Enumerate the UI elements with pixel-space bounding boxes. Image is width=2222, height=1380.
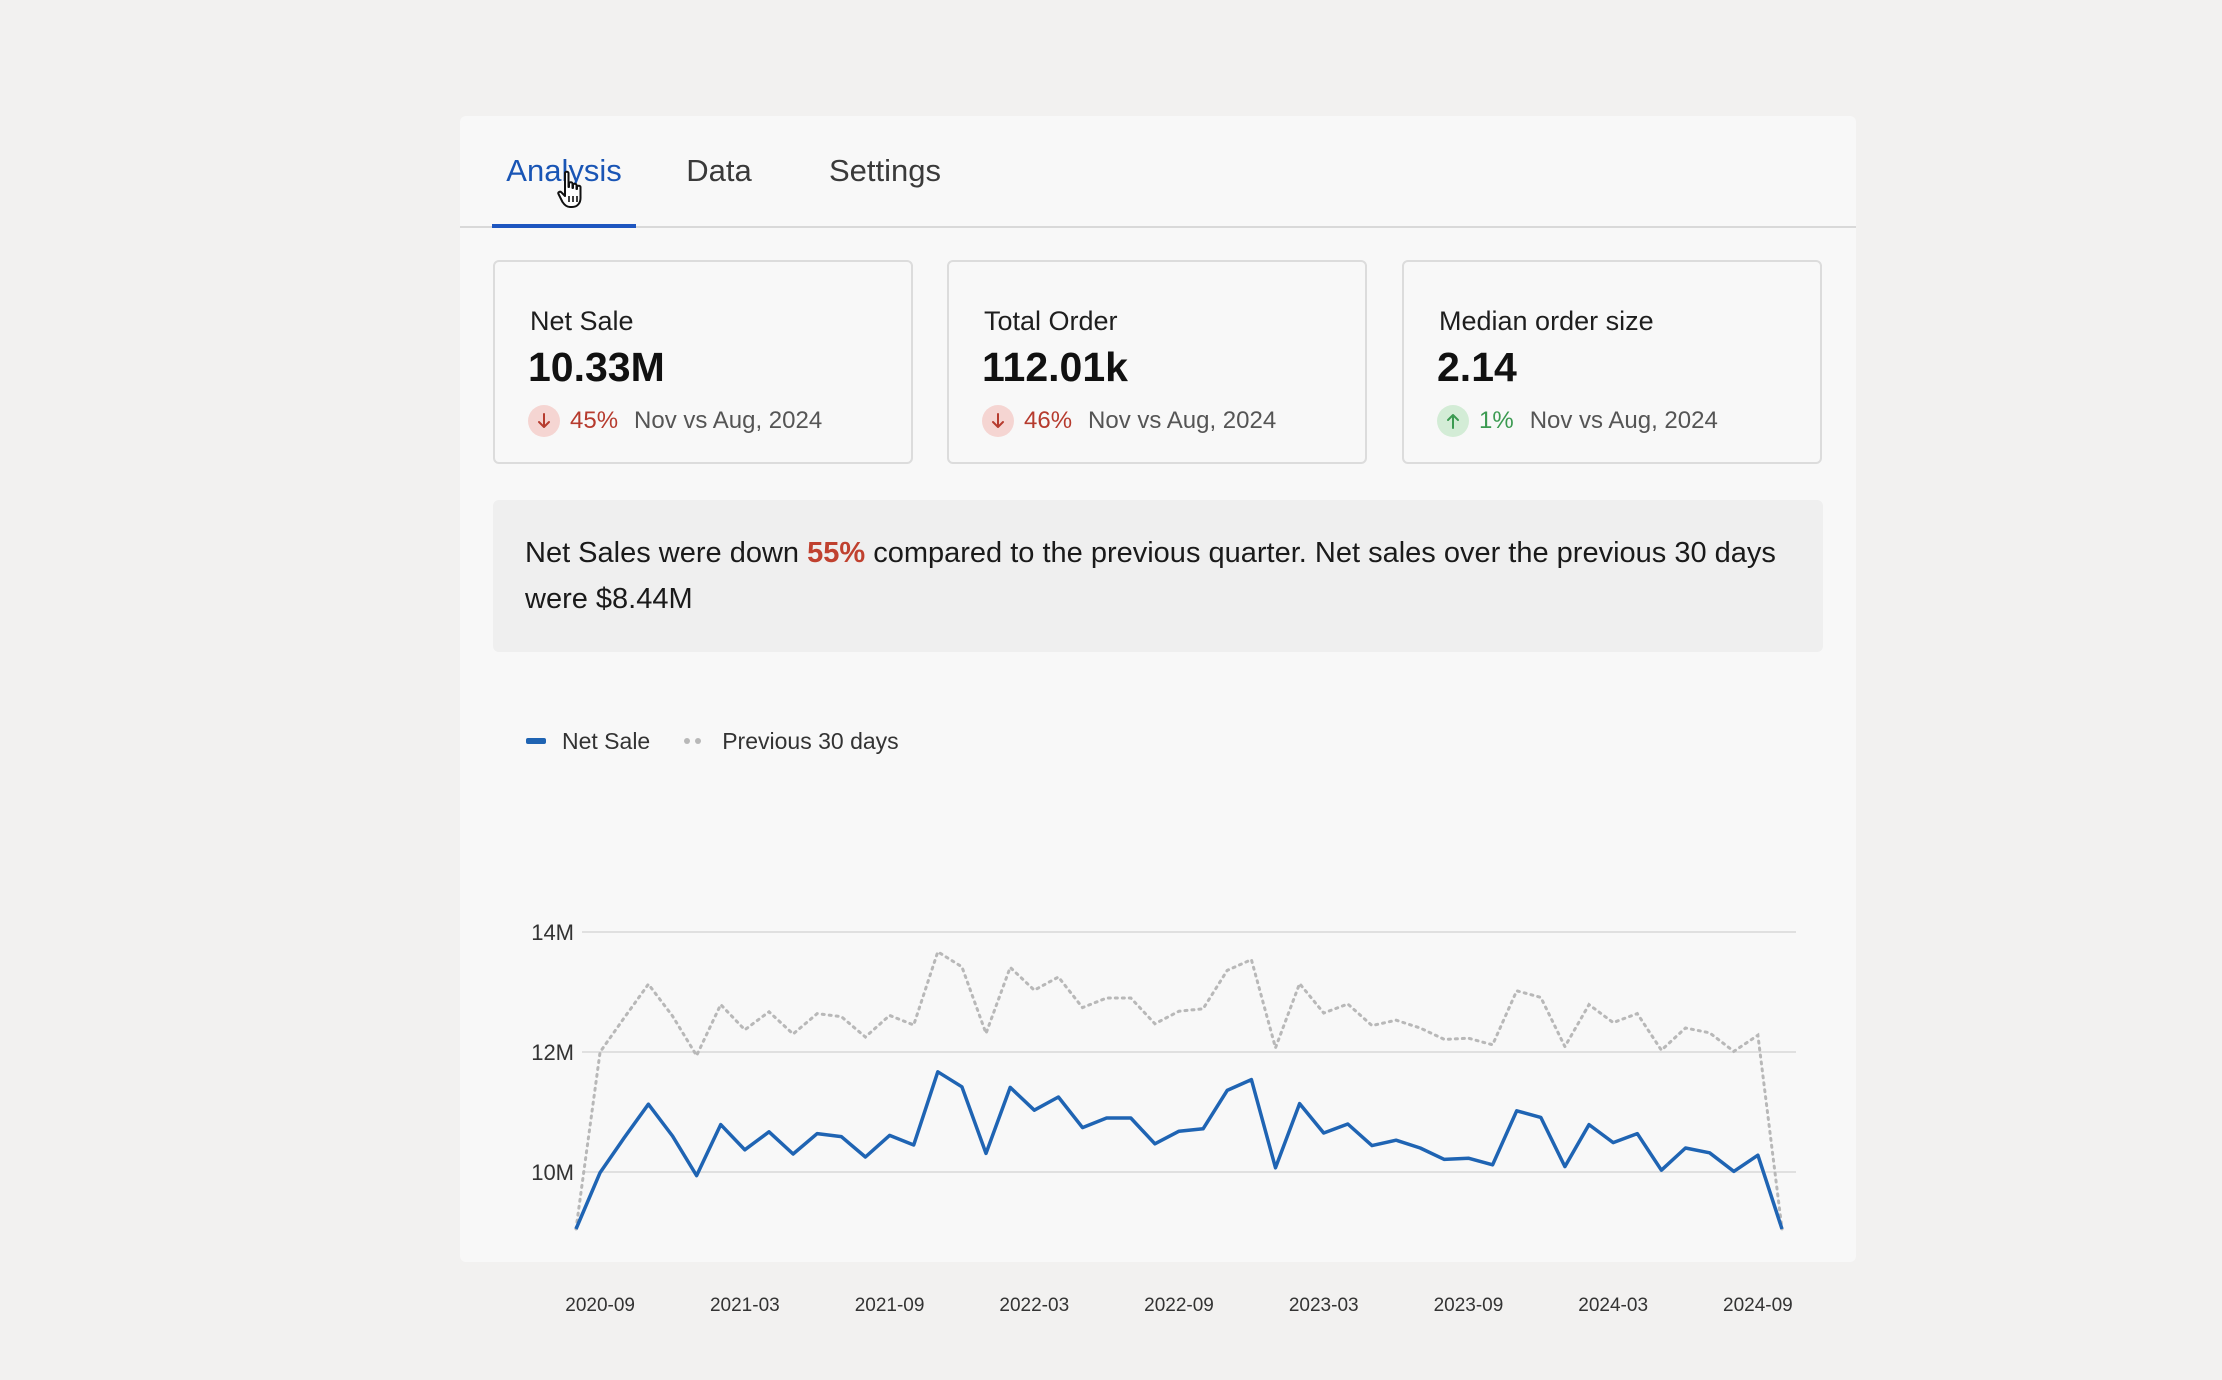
net-sale-line-chart: 14M 12M 10M 2020-09 2021-03 2021-09 2022-03 202… [531, 920, 1796, 1316]
x-tick-label: 2022-09 [1144, 1295, 1214, 1316]
x-tick-label: 2021-03 [710, 1295, 780, 1316]
x-tick-label: 2020-09 [565, 1295, 635, 1316]
kpi-change: 46% Nov vs Aug, 2024 [982, 404, 1276, 438]
kpi-value: 10.33M [528, 344, 665, 390]
insight-text-prefix: Net Sales were down [525, 537, 808, 569]
net-sale-series-line [574, 1070, 1784, 1230]
y-tick-label: 12M [531, 1040, 574, 1065]
kpi-card-net-sale: Net Sale 10.33M 45% Nov vs Aug, 2024 [493, 260, 913, 464]
legend-label: Previous 30 days [722, 727, 899, 754]
arrow-down-icon [528, 405, 560, 437]
chart-legend: Net Sale Previous 30 days [526, 726, 933, 756]
arrow-down-icon [982, 405, 1014, 437]
kpi-value: 2.14 [1437, 344, 1517, 390]
legend-item-net-sale: Net Sale [526, 728, 650, 755]
kpi-change-percent: 46% [1024, 407, 1073, 434]
kpi-change: 1% Nov vs Aug, 2024 [1437, 404, 1718, 438]
legend-item-previous: Previous 30 days [684, 727, 899, 755]
legend-swatch-solid [526, 738, 546, 744]
x-tick-label: 2023-09 [1434, 1295, 1504, 1316]
x-tick-label: 2024-03 [1578, 1295, 1648, 1316]
y-tick-label: 14M [531, 920, 574, 945]
previous-30-days-series-line [574, 949, 1784, 1231]
tab-data[interactable]: Data [674, 116, 764, 226]
kpi-change-percent: 1% [1479, 407, 1514, 434]
kpi-period: Nov vs Aug, 2024 [1529, 407, 1718, 434]
tab-bar: Analysis Data Settings [460, 116, 1856, 228]
legend-swatch-dotted [684, 738, 706, 744]
legend-label: Net Sale [562, 727, 651, 754]
kpi-change-percent: 45% [570, 407, 619, 434]
insight-text-suffix: compared to the previous quarter. Net sa… [525, 537, 1776, 615]
x-tick-label: 2024-09 [1723, 1295, 1793, 1316]
kpi-card-median-order-size: Median order size 2.14 1% Nov vs Aug, 20… [1402, 260, 1822, 464]
kpi-period: Nov vs Aug, 2024 [1088, 407, 1277, 434]
tab-analysis-label: Analysis [506, 153, 622, 188]
tab-settings[interactable]: Settings [804, 116, 966, 226]
kpi-label: Total Order [984, 306, 1118, 336]
kpi-period: Nov vs Aug, 2024 [634, 407, 823, 434]
x-tick-label: 2021-09 [855, 1295, 925, 1316]
arrow-up-icon [1437, 405, 1469, 437]
analysis-card: Analysis Data Settings Net Sale 10.33M 4… [460, 116, 1856, 1316]
kpi-label: Median order size [1439, 306, 1654, 336]
tab-analysis[interactable]: Analysis [492, 116, 636, 228]
x-tick-label: 2022-03 [999, 1295, 1069, 1316]
kpi-label: Net Sale [530, 306, 634, 336]
insight-highlight: 55% [807, 537, 866, 569]
tab-settings-label: Settings [828, 153, 941, 188]
insight-summary: Net Sales were down 55% compared to the … [493, 500, 1823, 652]
tab-data-label: Data [686, 153, 752, 188]
kpi-card-total-order: Total Order 112.01k 46% Nov vs Aug, 2024 [947, 260, 1367, 464]
kpi-value: 112.01k [982, 344, 1128, 390]
kpi-change: 45% Nov vs Aug, 2024 [528, 404, 822, 438]
y-tick-label: 10M [531, 1160, 574, 1185]
x-tick-label: 2023-03 [1289, 1295, 1359, 1316]
